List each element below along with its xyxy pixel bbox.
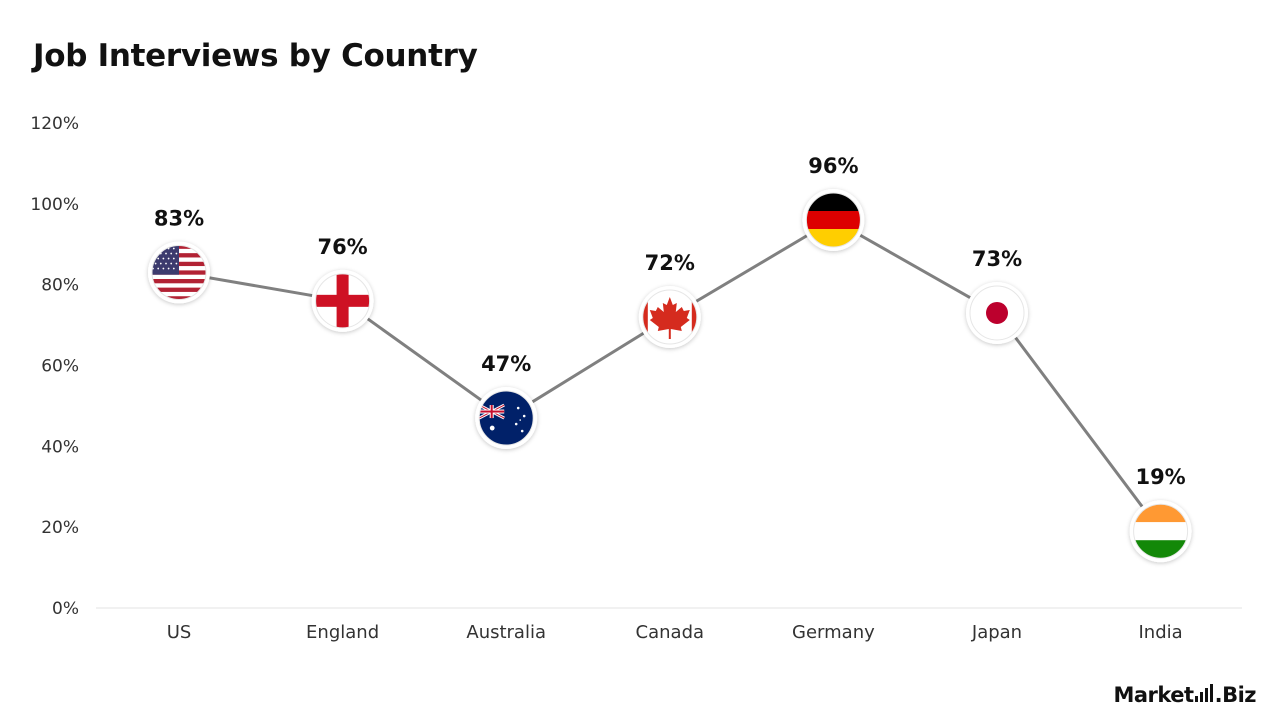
value-label: 76% — [317, 235, 367, 259]
y-tick-label: 100% — [30, 195, 79, 215]
x-axis: US England Australia Canada Germany Japan Indi… — [167, 622, 1183, 643]
chart-title: Job Interviews by Country — [33, 38, 478, 74]
y-tick-label: 60% — [41, 357, 79, 377]
value-label: 47% — [481, 352, 531, 376]
y-tick-label: 80% — [41, 276, 79, 296]
y-tick-label: 40% — [41, 437, 79, 457]
y-tick-label: 20% — [41, 518, 79, 538]
x-tick-label: Germany — [792, 622, 875, 643]
logo-text-left: Market — [1113, 683, 1194, 707]
y-tick-label: 120% — [30, 114, 79, 134]
x-tick-label: England — [306, 622, 379, 643]
x-tick-label: India — [1139, 622, 1183, 643]
australia-flag-icon — [475, 387, 538, 450]
x-tick-label: US — [167, 622, 192, 643]
x-tick-label: Japan — [971, 622, 1022, 643]
value-label: 72% — [645, 251, 695, 275]
data-markers — [148, 189, 1192, 563]
value-label: 96% — [808, 154, 858, 178]
logo-bars-icon — [1194, 684, 1213, 702]
canada-flag-icon — [638, 286, 701, 348]
x-tick-label: Australia — [466, 622, 546, 643]
logo-text-right: .Biz — [1214, 683, 1257, 707]
data-labels: 83% 76% 47% 72% 96% 73% 19% — [154, 154, 1186, 489]
germany-flag-icon — [802, 189, 865, 251]
us-flag-icon — [148, 241, 210, 304]
value-label: 19% — [1135, 465, 1185, 489]
y-tick-label: 0% — [52, 599, 79, 619]
value-label: 73% — [972, 247, 1022, 271]
x-tick-label: Canada — [636, 622, 705, 643]
brand-logo: Market .Biz — [1113, 683, 1257, 707]
india-flag-icon — [1129, 500, 1192, 563]
y-axis: 0% 20% 40% 60% 80% 100% 120% — [30, 114, 79, 619]
england-flag-icon — [311, 269, 374, 332]
value-label: 83% — [154, 207, 204, 231]
japan-flag-icon — [966, 281, 1028, 344]
